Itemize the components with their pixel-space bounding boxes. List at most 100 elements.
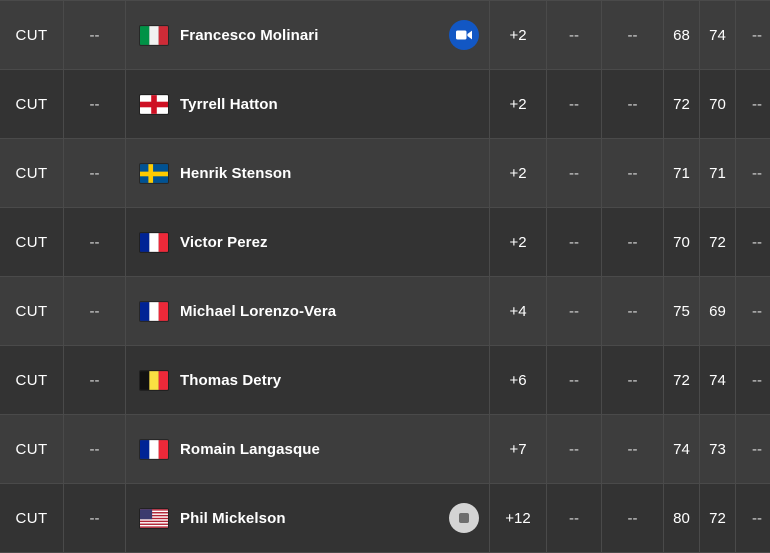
round-1-value: 80	[673, 510, 690, 527]
player-row-content: Tyrrell Hatton	[126, 70, 489, 138]
round-1-value: 70	[673, 234, 690, 251]
round-2-value: 69	[709, 303, 726, 320]
cell-player[interactable]: Henrik Stenson	[126, 139, 490, 208]
cell-total: +7	[490, 415, 547, 484]
player-name[interactable]: Francesco Molinari	[180, 27, 319, 44]
position-value: CUT	[15, 27, 47, 44]
stop-icon[interactable]	[449, 503, 479, 533]
total-value: +2	[509, 165, 526, 182]
cell-movement: --	[64, 1, 126, 70]
round-2-value: 72	[709, 234, 726, 251]
player-name[interactable]: Michael Lorenzo-Vera	[180, 303, 336, 320]
cell-round-2: 71	[700, 139, 736, 208]
cell-player[interactable]: Romain Langasque	[126, 415, 490, 484]
movement-value: --	[90, 372, 100, 389]
france-flag	[140, 440, 168, 459]
cell-round-2: 69	[700, 277, 736, 346]
cell-round-2: 74	[700, 1, 736, 70]
stop-square	[459, 513, 469, 523]
cell-player[interactable]: Phil Mickelson	[126, 484, 490, 553]
video-icon[interactable]	[449, 20, 479, 50]
cell-thru: --	[547, 70, 602, 139]
player-name[interactable]: Thomas Detry	[180, 372, 281, 389]
cell-round-3: --	[736, 139, 770, 208]
round-1-value: 75	[673, 303, 690, 320]
cell-total: +12	[490, 484, 547, 553]
cell-round-1: 72	[664, 70, 700, 139]
today-value: --	[628, 441, 638, 458]
cell-today: --	[602, 1, 664, 70]
cell-position: CUT	[0, 1, 64, 70]
cell-round-3: --	[736, 346, 770, 415]
cell-movement: --	[64, 484, 126, 553]
today-value: --	[628, 165, 638, 182]
player-row-content: Michael Lorenzo-Vera	[126, 277, 489, 345]
position-value: CUT	[15, 165, 47, 182]
cell-position: CUT	[0, 484, 64, 553]
cell-position: CUT	[0, 208, 64, 277]
cell-player[interactable]: Thomas Detry	[126, 346, 490, 415]
round-3-value: --	[752, 96, 762, 113]
cell-today: --	[602, 139, 664, 208]
cell-total: +2	[490, 139, 547, 208]
cell-round-3: --	[736, 70, 770, 139]
cell-round-1: 74	[664, 415, 700, 484]
round-3-value: --	[752, 510, 762, 527]
cell-thru: --	[547, 346, 602, 415]
cell-round-3: --	[736, 484, 770, 553]
cell-round-3: --	[736, 415, 770, 484]
today-value: --	[628, 303, 638, 320]
round-3-value: --	[752, 441, 762, 458]
round-3-value: --	[752, 372, 762, 389]
cell-movement: --	[64, 346, 126, 415]
player-name[interactable]: Victor Perez	[180, 234, 268, 251]
cell-player[interactable]: Michael Lorenzo-Vera	[126, 277, 490, 346]
cell-round-2: 72	[700, 484, 736, 553]
total-value: +12	[505, 510, 530, 527]
total-value: +4	[509, 303, 526, 320]
round-1-value: 72	[673, 96, 690, 113]
round-1-value: 71	[673, 165, 690, 182]
thru-value: --	[569, 27, 579, 44]
cell-player[interactable]: Francesco Molinari	[126, 1, 490, 70]
player-name[interactable]: Phil Mickelson	[180, 510, 286, 527]
cell-total: +4	[490, 277, 547, 346]
cell-round-2: 70	[700, 70, 736, 139]
sweden-flag	[140, 164, 168, 183]
position-value: CUT	[15, 372, 47, 389]
cell-thru: --	[547, 208, 602, 277]
thru-value: --	[569, 165, 579, 182]
player-name[interactable]: Tyrrell Hatton	[180, 96, 278, 113]
today-value: --	[628, 27, 638, 44]
player-name[interactable]: Henrik Stenson	[180, 165, 291, 182]
cell-position: CUT	[0, 277, 64, 346]
cell-today: --	[602, 208, 664, 277]
cell-total: +2	[490, 1, 547, 70]
cell-today: --	[602, 484, 664, 553]
round-3-value: --	[752, 165, 762, 182]
player-name[interactable]: Romain Langasque	[180, 441, 320, 458]
cell-today: --	[602, 346, 664, 415]
cell-round-1: 72	[664, 346, 700, 415]
cell-today: --	[602, 277, 664, 346]
today-value: --	[628, 510, 638, 527]
cell-player[interactable]: Tyrrell Hatton	[126, 70, 490, 139]
england-flag	[140, 95, 168, 114]
cell-round-3: --	[736, 277, 770, 346]
cell-movement: --	[64, 70, 126, 139]
round-2-value: 71	[709, 165, 726, 182]
cell-player[interactable]: Victor Perez	[126, 208, 490, 277]
thru-value: --	[569, 303, 579, 320]
movement-value: --	[90, 27, 100, 44]
round-2-value: 70	[709, 96, 726, 113]
cell-position: CUT	[0, 139, 64, 208]
